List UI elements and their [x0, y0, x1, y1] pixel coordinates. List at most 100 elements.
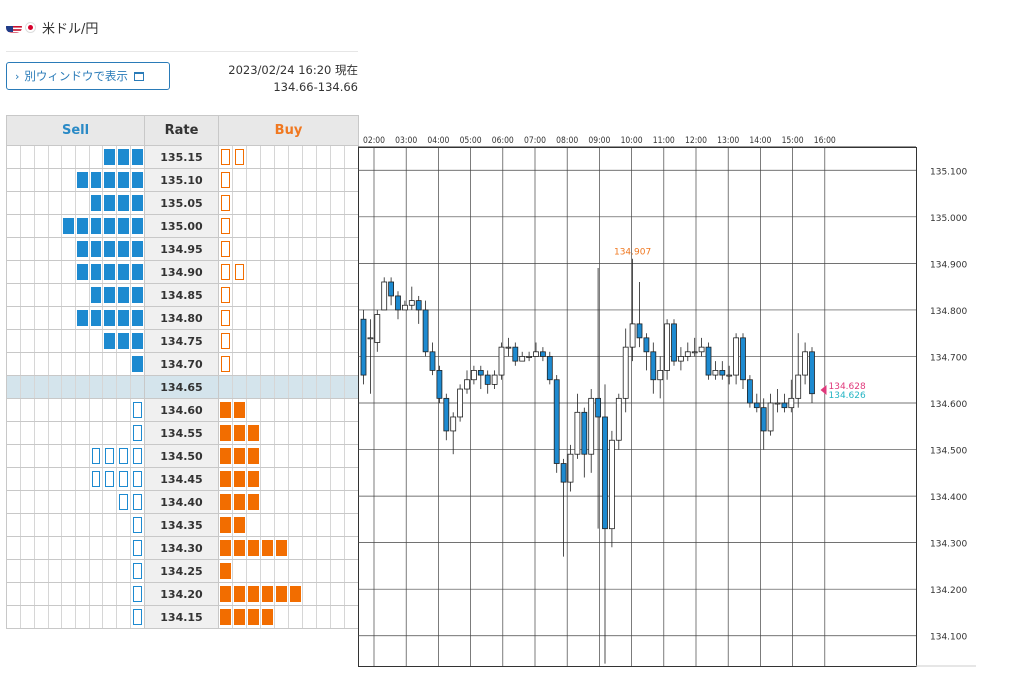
rate-cell: 134.15 [144, 605, 219, 629]
buy-block [315, 169, 331, 191]
order-book-row: 134.25 [6, 559, 359, 583]
buy-block [232, 307, 247, 329]
buy-block [232, 261, 247, 283]
ask-price-label: 134.626 [829, 391, 866, 401]
buy-block [260, 353, 275, 375]
buy-block [329, 376, 345, 398]
sell-block [88, 353, 103, 375]
sell-block [7, 422, 21, 444]
open-separate-window-button[interactable]: › 別ウィンドウで表示 [6, 62, 170, 90]
sell-block [20, 514, 35, 536]
buy-block [219, 261, 233, 283]
sell-block [7, 353, 21, 375]
buy-block [274, 422, 289, 444]
buy-block [329, 215, 345, 237]
candle-body [429, 351, 436, 371]
buy-block [246, 491, 261, 513]
candle-body [477, 370, 484, 376]
us-flag-icon [6, 22, 22, 33]
candle-body [381, 281, 388, 311]
buy-block [301, 583, 317, 605]
buy-block [246, 238, 261, 260]
order-book-row: 134.65 [6, 375, 359, 399]
candle-body [636, 323, 643, 339]
buy-block [219, 468, 233, 490]
sell-volume-cell [6, 582, 145, 606]
sell-block [102, 491, 117, 513]
candle-body [664, 323, 671, 371]
sell-block [102, 215, 117, 237]
sell-block [20, 353, 35, 375]
buy-block [315, 353, 331, 375]
buy-volume-cell [218, 237, 359, 261]
candle-body [498, 346, 505, 376]
buy-header: Buy [218, 115, 359, 146]
buy-block [232, 284, 247, 306]
buy-block [329, 583, 345, 605]
buy-block [315, 146, 331, 168]
buy-volume-cell [218, 421, 359, 445]
buy-block [301, 491, 317, 513]
sell-block [7, 514, 21, 536]
rate-cell: 134.70 [144, 352, 219, 376]
jp-flag-icon [25, 21, 36, 33]
buy-block [260, 215, 275, 237]
sell-volume-cell [6, 375, 145, 399]
buy-block [232, 422, 247, 444]
buy-block [219, 514, 233, 536]
sell-volume-cell [6, 559, 145, 583]
buy-block [329, 491, 345, 513]
sell-block [116, 169, 131, 191]
sell-block [88, 146, 103, 168]
buy-block [219, 445, 233, 467]
buy-block [329, 606, 345, 628]
buy-block [232, 560, 247, 582]
sell-block [102, 606, 117, 628]
rate-cell: 134.60 [144, 398, 219, 422]
sell-block [129, 330, 144, 352]
buy-block [260, 261, 275, 283]
sell-block [61, 261, 76, 283]
buy-block [329, 261, 345, 283]
sell-block [7, 215, 21, 237]
buy-block [260, 192, 275, 214]
sell-volume-cell [6, 283, 145, 307]
price-tick-label: 134.400 [930, 493, 967, 503]
order-book-body: 135.15 135.10 135.05 135.00 134.95 134.90 134.… [6, 145, 359, 629]
buy-block [246, 169, 261, 191]
sell-block [102, 169, 117, 191]
sell-block [74, 537, 90, 559]
sell-block [74, 514, 90, 536]
candle-body [533, 351, 539, 357]
rate-cell: 134.50 [144, 444, 219, 468]
rate-cell: 134.20 [144, 582, 219, 606]
sell-block [116, 399, 131, 421]
order-book-row: 134.80 [6, 306, 359, 330]
candle-body [671, 323, 677, 362]
candle-body [657, 370, 664, 381]
price-chart: 02:00 03:00 04:00 05:00 06:00 07:00 08:00 09:00… [358, 132, 982, 674]
sell-block [102, 468, 117, 490]
order-book-row: 134.40 [6, 490, 359, 514]
buy-block [274, 238, 289, 260]
sell-block [74, 192, 90, 214]
buy-volume-cell [218, 559, 359, 583]
sell-block [20, 445, 35, 467]
buy-block [274, 399, 289, 421]
buy-block [246, 330, 261, 352]
sell-block [116, 537, 131, 559]
sell-block [61, 491, 76, 513]
sell-volume-cell [6, 260, 145, 284]
buy-block [232, 169, 247, 191]
rate-cell: 134.65 [144, 375, 219, 399]
sell-block [20, 192, 35, 214]
buy-block [246, 606, 261, 628]
rate-cell: 134.85 [144, 283, 219, 307]
buy-block [343, 146, 358, 168]
candle-body [760, 407, 767, 432]
buy-block [343, 445, 358, 467]
candle-body [581, 411, 588, 455]
rate-cell: 135.10 [144, 168, 219, 192]
sell-block [88, 560, 103, 582]
candle-body [395, 295, 401, 311]
